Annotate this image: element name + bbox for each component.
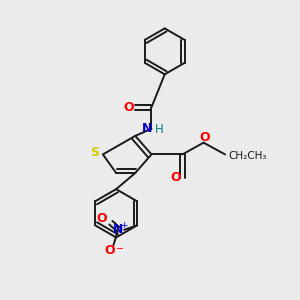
Text: −: −	[116, 244, 124, 254]
Text: S: S	[90, 146, 99, 159]
Text: +: +	[120, 221, 128, 230]
Text: N: N	[142, 122, 152, 135]
Text: O: O	[200, 131, 210, 144]
Text: O: O	[105, 244, 115, 257]
Text: O: O	[171, 172, 181, 184]
Text: O: O	[97, 212, 107, 224]
Text: O: O	[124, 101, 134, 114]
Text: CH₂CH₃: CH₂CH₃	[229, 151, 267, 161]
Text: H: H	[155, 124, 164, 136]
Text: N: N	[113, 223, 123, 236]
